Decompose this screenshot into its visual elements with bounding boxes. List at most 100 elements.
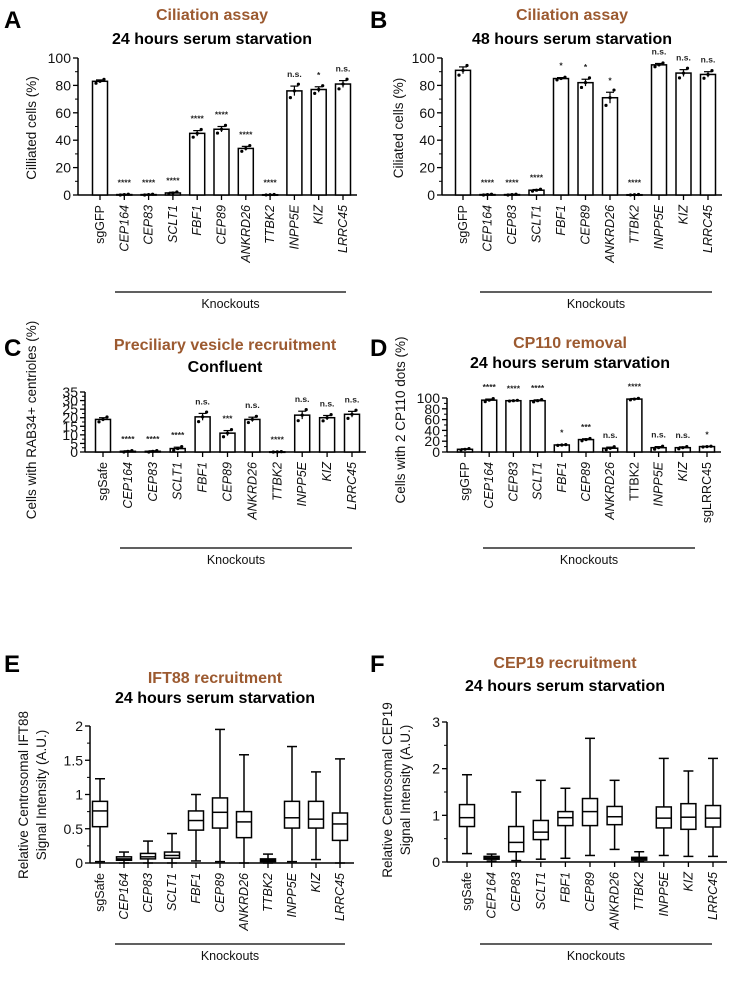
data-point (481, 193, 486, 197)
box (704, 804, 722, 828)
data-point (564, 443, 568, 447)
data-point (556, 443, 560, 447)
data-point (657, 446, 661, 450)
data-point (118, 193, 122, 197)
data-point (467, 446, 471, 451)
box (331, 812, 349, 842)
y-tick-label: 1 (432, 807, 440, 823)
box (283, 800, 301, 829)
chart-subtitle: 24 hours serum starvation (465, 678, 665, 695)
chart-title: CEP19 recruitment (493, 655, 637, 672)
box (235, 810, 253, 839)
significance-label: n.s. (675, 430, 690, 440)
bar (286, 90, 303, 196)
data-point (250, 417, 254, 422)
data-point (580, 439, 584, 443)
box (606, 805, 623, 826)
data-point (171, 191, 175, 195)
data-point (337, 87, 341, 91)
data-point (612, 445, 616, 449)
data-point (465, 63, 469, 68)
chart-title: CP110 removal (513, 335, 627, 352)
data-point (560, 443, 564, 447)
data-point (191, 135, 195, 139)
category-label: CEP164 (117, 873, 131, 920)
y-axis-label: Signal Intensity (A.U.) (398, 725, 413, 856)
significance-label: **** (531, 383, 545, 393)
data-point (583, 81, 588, 85)
significance-label: n.s. (245, 400, 260, 410)
y-tick-label: 100 (417, 390, 441, 406)
category-label: ANKRD26 (237, 873, 251, 932)
y-tick-label: 0 (432, 444, 440, 460)
category-label: INPP5E (657, 871, 671, 916)
category-label: FBF1 (196, 462, 210, 493)
knockouts-label: Knockouts (560, 553, 618, 567)
data-point (199, 127, 203, 132)
knockouts-label: Knockouts (567, 297, 625, 311)
y-tick-label: 5 (70, 435, 78, 451)
data-point (172, 448, 176, 453)
significance-label: **** (481, 177, 495, 187)
data-point (176, 446, 180, 451)
data-point (534, 188, 539, 192)
data-point (612, 88, 616, 92)
data-point (491, 397, 495, 401)
category-label: CEP164 (121, 462, 135, 509)
category-label: INPP5E (652, 461, 666, 506)
y-tick-label: 80 (424, 401, 440, 417)
data-point (677, 447, 681, 451)
data-point (487, 398, 491, 402)
data-point (632, 193, 637, 197)
significance-label: n.s. (195, 396, 210, 406)
significance-label: **** (263, 178, 277, 188)
data-point (317, 87, 321, 92)
significance-label: n.s. (287, 69, 302, 79)
data-point (489, 192, 494, 196)
y-tick-label: 25 (62, 401, 78, 417)
category-label: CEP164 (482, 462, 496, 509)
data-point (459, 448, 463, 452)
category-label: INPP5E (285, 872, 299, 917)
bar (626, 398, 643, 453)
data-point (313, 91, 317, 95)
y-axis-label: Cells with 2 CP110 dots (%) (393, 336, 408, 503)
category-label: ANKRD26 (603, 462, 617, 521)
significance-label: **** (628, 178, 642, 188)
significance-label: **** (215, 110, 229, 120)
data-point (341, 82, 345, 86)
significance-label: * (705, 429, 709, 439)
data-point (628, 193, 633, 197)
bar (552, 77, 570, 196)
data-point (147, 192, 151, 197)
significance-label: n.s. (676, 53, 691, 63)
y-axis-label: Ciliated cells (%) (391, 78, 406, 179)
data-point (540, 397, 544, 402)
data-point (229, 427, 234, 432)
panel-a: A Ciliation assay 24 hours serum starvatio… (4, 7, 357, 311)
data-point (268, 193, 272, 197)
chart-subtitle: 24 hours serum starvation (115, 690, 315, 707)
significance-label: **** (171, 430, 185, 440)
y-tick-label: 60 (419, 105, 435, 121)
panel-letter: A (4, 7, 21, 34)
y-tick-label: 0 (63, 187, 71, 203)
y-tick-label: 60 (424, 412, 440, 428)
data-point (126, 449, 130, 453)
y-tick-label: 20 (424, 433, 440, 449)
data-point (147, 450, 151, 454)
panel-d: D CP110 removal 24 hours serum starvation 0… (370, 335, 721, 567)
category-label: SCLT1 (530, 205, 544, 243)
data-point (197, 420, 201, 424)
data-point (264, 193, 268, 197)
data-point (661, 444, 665, 448)
data-point (653, 65, 657, 69)
data-point (325, 416, 329, 420)
significance-label: *** (581, 422, 592, 432)
chart-subtitle: Confluent (188, 359, 263, 376)
box (307, 800, 325, 829)
category-label: CEP164 (481, 205, 495, 252)
y-tick-label: 1 (75, 787, 83, 803)
category-label: CEP164 (485, 872, 499, 919)
bar (94, 418, 112, 453)
